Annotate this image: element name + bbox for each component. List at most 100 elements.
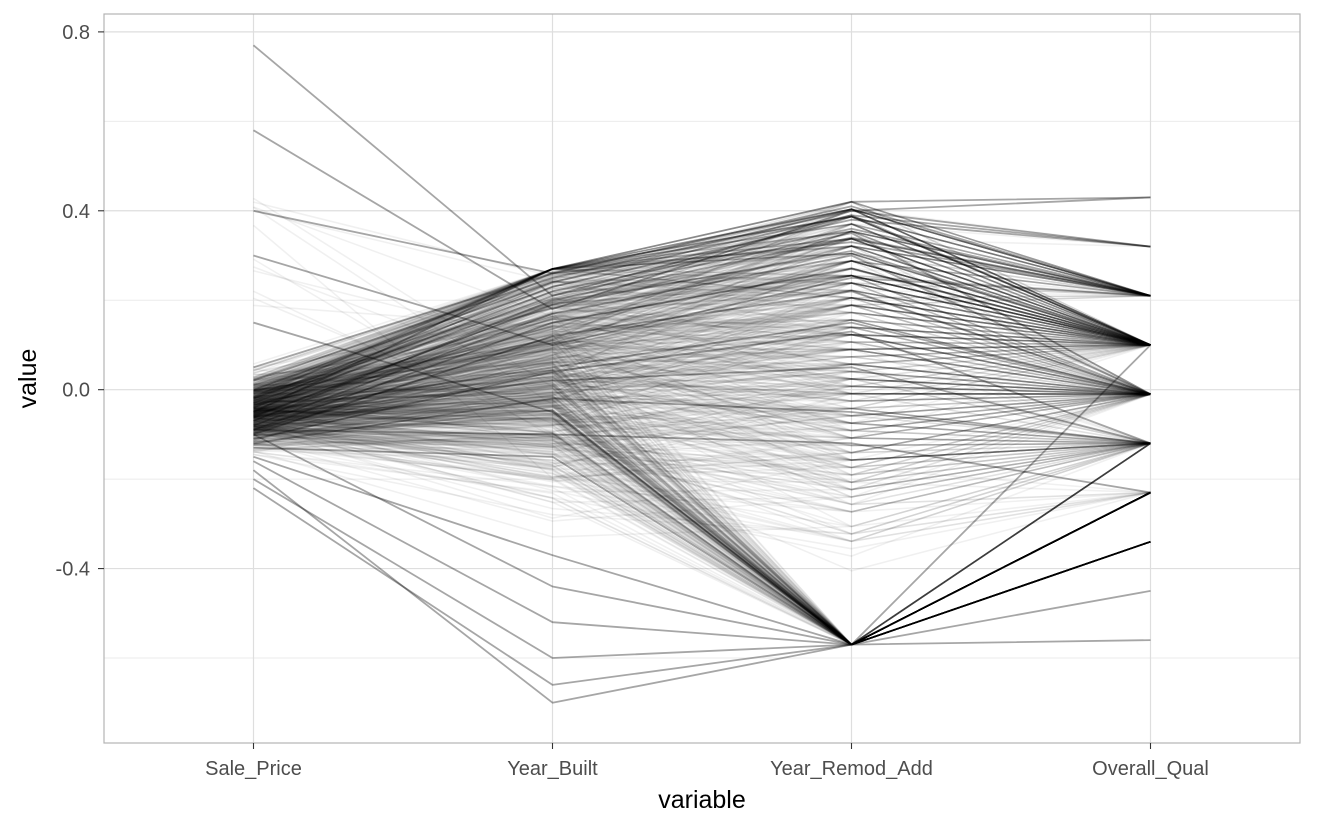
series-line (253, 397, 1151, 445)
series-line (253, 274, 1151, 395)
series-line (253, 282, 1151, 395)
series-line (253, 396, 1151, 646)
series-line (253, 274, 1151, 397)
series-line (253, 208, 1151, 416)
series-line (253, 208, 1151, 411)
series-line (253, 374, 1151, 646)
series-line (253, 267, 1151, 417)
series-line (253, 230, 1151, 410)
series-line (253, 423, 1151, 484)
series-line (253, 363, 1151, 420)
series-line (253, 201, 1151, 371)
series-line (253, 282, 1151, 418)
series-line (253, 392, 1151, 438)
series-line (253, 260, 1151, 392)
series-line (253, 268, 1151, 402)
series-line (253, 274, 1151, 406)
series-line (253, 376, 1151, 498)
series-line (253, 274, 1151, 403)
series-line (253, 280, 1151, 389)
series-line (253, 252, 1151, 406)
series-line (253, 245, 1151, 420)
series-line (253, 431, 1151, 646)
series-line (253, 215, 1151, 387)
series-line (253, 289, 1151, 418)
series-line (253, 296, 1151, 421)
series-line (253, 393, 1151, 476)
series-line (253, 129, 1151, 311)
series-line (253, 417, 1151, 445)
series-line (253, 385, 1151, 448)
series-line (253, 223, 1151, 415)
series-line (253, 237, 1151, 419)
series-line (253, 281, 1151, 410)
series-line (253, 410, 1151, 484)
series-line (253, 449, 1151, 646)
series-line (253, 260, 1151, 390)
series-line (253, 405, 1151, 646)
series-line (253, 260, 1151, 397)
series-line (253, 230, 1151, 425)
series-line (253, 274, 1151, 386)
series-line (253, 230, 1151, 399)
series-line (253, 314, 1151, 382)
series-line (253, 318, 1151, 397)
series-line (253, 356, 1151, 646)
series-line (253, 409, 1151, 445)
series-line (253, 223, 1151, 405)
series-line (253, 421, 1151, 506)
series-line (253, 237, 1151, 419)
series-line (253, 214, 1151, 391)
series-line (253, 408, 1151, 646)
series-line (253, 237, 1151, 404)
series-line (253, 333, 1151, 413)
series-line (253, 223, 1151, 417)
series-line (253, 432, 1151, 543)
series-line (253, 254, 1151, 346)
series-line (253, 344, 1151, 401)
series-line (253, 409, 1151, 454)
series-line (253, 419, 1151, 480)
series-line (253, 394, 1151, 646)
series-line (253, 402, 1151, 646)
series-line (253, 230, 1151, 411)
series-line (253, 353, 1151, 445)
series-line (253, 333, 1151, 429)
series-line (253, 370, 1151, 445)
series-line (253, 319, 1151, 397)
series-line (253, 260, 1151, 430)
series-line (253, 369, 1151, 506)
series-line (253, 344, 1151, 446)
x-tick-label: Year_Built (507, 758, 598, 780)
series-line (253, 260, 1151, 407)
series-line (253, 393, 1151, 469)
series-line (253, 416, 1151, 646)
series-line (253, 215, 1151, 412)
series-line (253, 319, 1151, 400)
series-line (253, 282, 1151, 403)
series-line (253, 279, 1151, 403)
series-line (253, 289, 1151, 408)
series-line (253, 393, 1151, 437)
series-line (253, 230, 1151, 395)
series-line (253, 330, 1151, 454)
series-line (253, 383, 1151, 425)
series-line (253, 260, 1151, 405)
series-line (253, 393, 1151, 469)
series-line (253, 404, 1151, 646)
series-line (253, 296, 1151, 395)
series-line (253, 303, 1151, 397)
series-line (253, 416, 1151, 646)
series-line (253, 330, 1151, 646)
series-line (253, 385, 1151, 415)
series-line (253, 245, 1151, 412)
series-line (253, 380, 1151, 425)
series-line (253, 368, 1151, 646)
series-line (253, 252, 1151, 399)
series-line (253, 304, 1151, 412)
series-line (253, 245, 1151, 409)
series-line (253, 215, 1151, 380)
series-line (253, 398, 1151, 646)
series-line (253, 381, 1151, 646)
